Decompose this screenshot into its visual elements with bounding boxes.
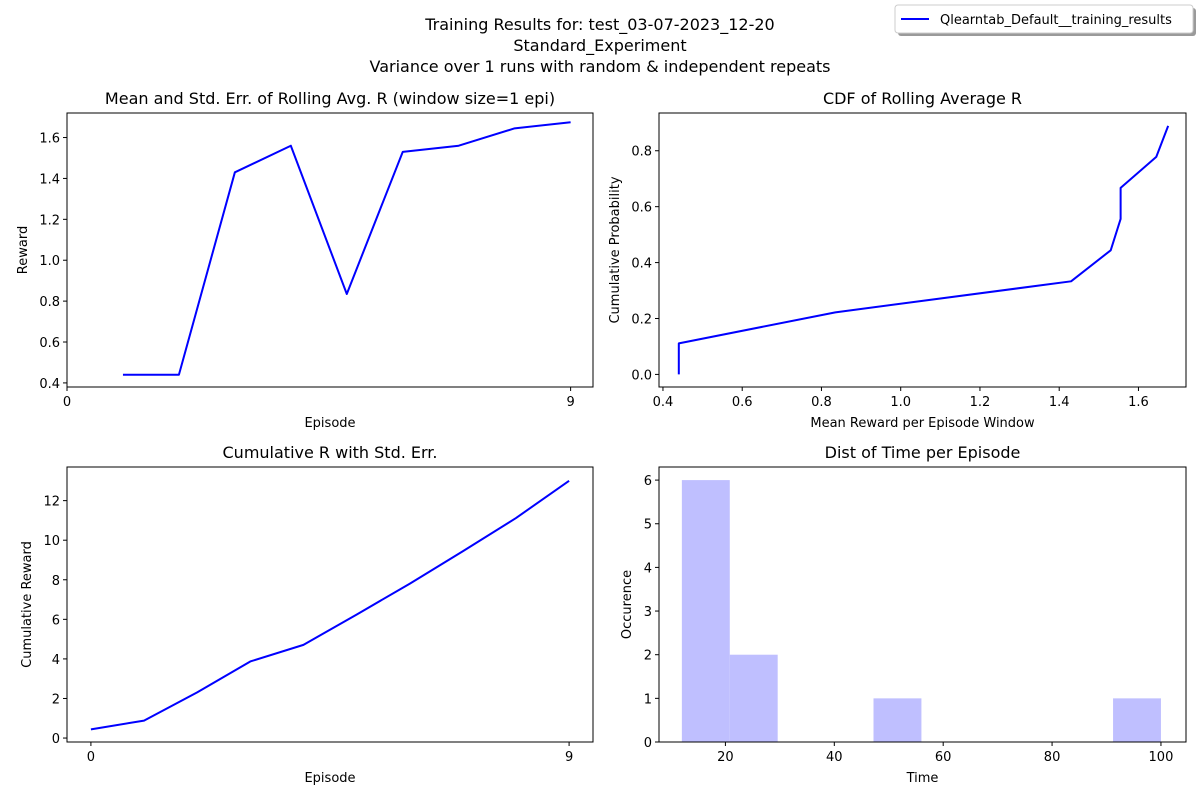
cdf-x-tick-label: 1.0: [890, 395, 911, 410]
time-distribution-bar: [873, 698, 922, 742]
suptitle-line-3: Variance over 1 runs with random & indep…: [370, 57, 831, 76]
cdf-series-line: [677, 125, 1170, 375]
rolling-reward-axes-frame: [66, 112, 594, 388]
cdf-y-tick-label: 0.2: [631, 313, 652, 328]
cdf-y-tick-label: 0.8: [631, 145, 652, 160]
rolling-reward-y-tick-label: 0.8: [39, 295, 60, 310]
cdf-x-tick-label: 0.8: [811, 395, 832, 410]
time-distribution-y-tick-label: 6: [644, 474, 652, 489]
time-distribution-y-tick-label: 5: [644, 518, 652, 533]
time-distribution-y-tick-label: 2: [644, 649, 652, 664]
rolling-reward-y-axis-label: Reward: [16, 226, 31, 274]
time-distribution-axes-frame: [658, 466, 1187, 743]
cdf-x-tick-label: 1.6: [1128, 395, 1149, 410]
time-distribution-title: Dist of Time per Episode: [825, 443, 1021, 462]
rolling-reward-y-tick-label: 1.4: [39, 172, 60, 187]
cdf-x-tick-label: 1.2: [970, 395, 991, 410]
cdf-x-tick-label: 0.4: [653, 395, 674, 410]
rolling-reward-series-line: [122, 121, 571, 376]
cumulative-reward-y-tick-label: 8: [52, 574, 60, 589]
legend-frame: [894, 4, 1194, 34]
rolling-reward-title: Mean and Std. Err. of Rolling Avg. R (wi…: [105, 89, 555, 108]
cumulative-reward-x-tick-label: 9: [565, 750, 573, 765]
rolling-reward-y-tick-label: 1.0: [39, 254, 60, 269]
time-distribution-x-tick-label: 40: [826, 750, 843, 765]
suptitle-line-1: Training Results for: test_03-07-2023_12…: [424, 15, 774, 35]
cumulative-reward-axes-frame: [66, 466, 594, 743]
cdf-title: CDF of Rolling Average R: [823, 89, 1022, 108]
rolling-reward-y-tick-label: 1.6: [39, 132, 60, 147]
time-distribution-y-tick-label: 4: [644, 561, 652, 576]
cdf-y-tick-label: 0.0: [631, 368, 652, 383]
cumulative-reward-y-tick-label: 4: [52, 653, 60, 668]
time-distribution-bar: [1113, 698, 1161, 742]
cumulative-reward-x-tick-label: 0: [87, 750, 95, 765]
cumulative-reward-y-tick-label: 2: [52, 692, 60, 707]
time-distribution-x-axis-label: Time: [906, 771, 939, 786]
rolling-reward-y-tick-label: 0.4: [39, 377, 60, 392]
cdf-x-axis-label: Mean Reward per Episode Window: [810, 416, 1035, 431]
time-distribution-x-tick-label: 80: [1044, 750, 1061, 765]
suptitle-line-2: Standard_Experiment: [513, 36, 686, 56]
time-distribution-axes: 20 40 60 80 100 0 1 2 3 4 5 6 Dist of Time per Episo…: [620, 443, 1187, 786]
time-distribution-bar: [681, 480, 730, 742]
rolling-reward-x-axis-label: Episode: [304, 416, 355, 431]
cumulative-reward-series-line: [90, 480, 570, 731]
cdf-y-axis-label: Cumulative Probability: [608, 176, 623, 323]
cumulative-reward-y-axis-label: Cumulative Reward: [20, 541, 35, 668]
time-distribution-y-tick-label: 0: [644, 736, 652, 751]
legend: Qlearntab_Default__training_results: [894, 4, 1196, 36]
rolling-reward-y-tick-label: 1.2: [39, 213, 60, 228]
cumulative-reward-y-tick-label: 10: [43, 534, 60, 549]
cdf-axes: 0.4 0.6 0.8 1.0 1.2 1.4 1.6 0.0 0.2 0.4 0.6 0.8 CDF …: [608, 89, 1187, 431]
cdf-y-tick-label: 0.6: [631, 201, 652, 216]
rolling-reward-axes: 0 9 0.4 0.6 0.8 1.0 1.2 1.4 1.6 Mean and Std. Err…: [16, 89, 594, 431]
time-distribution-y-tick-label: 3: [644, 605, 652, 620]
cumulative-reward-y-tick-label: 0: [52, 732, 60, 747]
time-distribution-y-tick-label: 1: [644, 692, 652, 707]
time-distribution-x-tick-label: 60: [935, 750, 952, 765]
time-distribution-x-tick-label: 20: [717, 750, 734, 765]
cumulative-reward-title: Cumulative R with Std. Err.: [223, 443, 438, 462]
cumulative-reward-axes: 0 9 0 2 4 6 8 10 12 Cumulative R with Std. Err. Ep…: [20, 443, 594, 786]
cumulative-reward-x-axis-label: Episode: [304, 771, 355, 786]
cumulative-reward-y-tick-label: 12: [43, 495, 60, 510]
cdf-x-tick-label: 1.4: [1049, 395, 1070, 410]
cdf-axes-frame: [658, 112, 1187, 388]
legend-label: Qlearntab_Default__training_results: [940, 13, 1172, 28]
time-distribution-y-axis-label: Occurence: [620, 570, 635, 639]
rolling-reward-x-tick-label: 0: [63, 395, 71, 410]
rolling-reward-y-tick-label: 0.6: [39, 336, 60, 351]
rolling-reward-x-tick-label: 9: [566, 395, 574, 410]
time-distribution-x-tick-label: 100: [1149, 750, 1174, 765]
cumulative-reward-y-tick-label: 6: [52, 613, 60, 628]
time-distribution-bar: [729, 654, 778, 742]
cdf-y-tick-label: 0.4: [631, 257, 652, 272]
cdf-x-tick-label: 0.6: [732, 395, 753, 410]
